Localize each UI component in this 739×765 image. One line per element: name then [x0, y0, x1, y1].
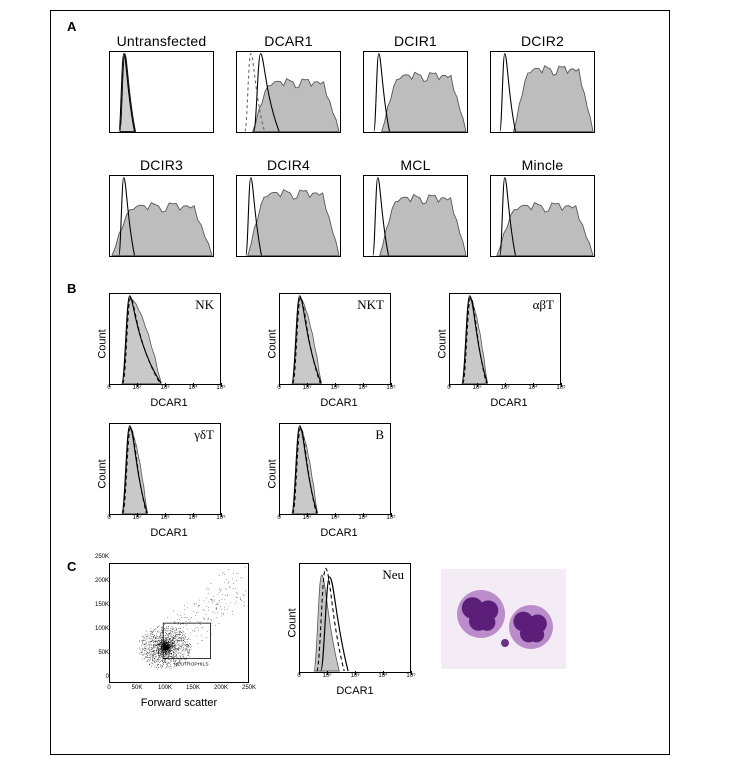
- panel-a-plot-box: [109, 51, 214, 133]
- panel-b-plot: CountNKT010²10³10⁴10⁵DCAR1: [259, 293, 399, 409]
- panel-b-plot: CountB010²10³10⁴10⁵DCAR1: [259, 423, 399, 539]
- panel-a-plot-title: DCIR1: [363, 33, 468, 49]
- panel-a-plot: DCIR2: [490, 33, 595, 133]
- panel-b-plot-box: B: [279, 423, 391, 515]
- panel-a-row-1: Untransfected DCAR1 DCIR1 DCIR2: [109, 33, 651, 133]
- panel-b-x-label: DCAR1: [279, 527, 399, 539]
- panel-b-label: B: [67, 281, 76, 296]
- panel-b-x-label: DCAR1: [109, 527, 229, 539]
- panel-a-label: A: [67, 19, 76, 34]
- panel-a-plot-title: Mincle: [490, 157, 595, 173]
- panel-c: C Side scatter NEUTROPHILS 050K100K150K2…: [69, 563, 651, 709]
- scatter-plot-wrap: Side scatter NEUTROPHILS 050K100K150K200…: [89, 563, 249, 709]
- panel-b-plot: CountγδT010²10³10⁴10⁵DCAR1: [89, 423, 229, 539]
- panel-a-plot-title: DCAR1: [236, 33, 341, 49]
- panel-a-plot-title: DCIR3: [109, 157, 214, 173]
- panel-b-x-ticks: 010²10³10⁴10⁵: [449, 385, 561, 397]
- panel-a-plot: DCIR4: [236, 157, 341, 257]
- panel-a: A UntransfectedDCAR1DCIR1DCIR2 DCIR3DCIR…: [69, 21, 651, 257]
- panel-b-y-label: Count: [97, 329, 109, 358]
- panel-b-y-label: Count: [267, 459, 279, 488]
- panel-a-plot-box: [363, 51, 468, 133]
- micrograph-image: [441, 569, 566, 669]
- panel-b-x-label: DCAR1: [449, 397, 569, 409]
- hist-c-celltype: Neu: [382, 567, 404, 583]
- figure-container: A UntransfectedDCAR1DCIR1DCIR2 DCIR3DCIR…: [50, 10, 670, 755]
- panel-a-plot-box: [236, 51, 341, 133]
- panel-a-plot-title: Untransfected: [109, 33, 214, 49]
- panel-a-plot: DCIR1: [363, 33, 468, 133]
- panel-a-plot-box: [363, 175, 468, 257]
- panel-b-x-ticks: 010²10³10⁴10⁵: [279, 515, 391, 527]
- scatter-x-ticks: 050K100K150K200K250K: [109, 683, 249, 697]
- panel-a-plot: DCIR3: [109, 157, 214, 257]
- panel-b-y-label: Count: [437, 329, 449, 358]
- panel-b-plot: CountNK010²10³10⁴10⁵DCAR1: [89, 293, 229, 409]
- panel-a-row-2: DCIR3 DCIR4 MCL Mincle: [109, 157, 651, 257]
- panel-c-label: C: [67, 559, 76, 574]
- panel-a-plot: Untransfected: [109, 33, 214, 133]
- panel-a-plot-box: [490, 175, 595, 257]
- panel-a-plot-title: DCIR4: [236, 157, 341, 173]
- svg-text:NEUTROPHILS: NEUTROPHILS: [174, 662, 210, 668]
- hist-c-x-label: DCAR1: [299, 685, 411, 697]
- panel-a-plot: MCL: [363, 157, 468, 257]
- scatter-plot: NEUTROPHILS: [109, 563, 249, 683]
- panel-b-y-label: Count: [267, 329, 279, 358]
- hist-c-y-label: Count: [287, 608, 299, 637]
- panel-b-x-label: DCAR1: [109, 397, 229, 409]
- panel-a-plot-title: DCIR2: [490, 33, 595, 49]
- panel-b-plot-box: NKT: [279, 293, 391, 385]
- panel-a-plot-box: [109, 175, 214, 257]
- panel-b-x-label: DCAR1: [279, 397, 399, 409]
- panel-b-y-label: Count: [97, 459, 109, 488]
- scatter-y-ticks: 050K100K150K200K250K: [99, 563, 109, 683]
- panel-b-plot-box: NK: [109, 293, 221, 385]
- panel-a-plot-box: [236, 175, 341, 257]
- panel-b: B CountNK010²10³10⁴10⁵DCAR1CountNKT010²1…: [69, 285, 651, 539]
- panel-c-histogram-wrap: Count Neu 010²10³10⁴10⁵ DCAR1: [279, 563, 411, 697]
- panel-b-x-ticks: 010²10³10⁴10⁵: [109, 515, 221, 527]
- panel-b-plot: CountαβT010²10³10⁴10⁵DCAR1: [429, 293, 569, 409]
- panel-b-row-2: CountγδT010²10³10⁴10⁵DCAR1CountB010²10³1…: [89, 423, 651, 539]
- panel-c-histogram: Neu: [299, 563, 411, 673]
- panel-a-plot: Mincle: [490, 157, 595, 257]
- panel-a-plot-title: MCL: [363, 157, 468, 173]
- scatter-x-axis-label: Forward scatter: [109, 697, 249, 709]
- panel-a-plot: DCAR1: [236, 33, 341, 133]
- panel-a-plot-box: [490, 51, 595, 133]
- panel-b-row-1: CountNK010²10³10⁴10⁵DCAR1CountNKT010²10³…: [89, 293, 651, 409]
- panel-b-x-ticks: 010²10³10⁴10⁵: [279, 385, 391, 397]
- hist-c-x-ticks: 010²10³10⁴10⁵: [299, 673, 411, 685]
- panel-b-plot-box: γδT: [109, 423, 221, 515]
- panel-b-plot-box: αβT: [449, 293, 561, 385]
- panel-b-x-ticks: 010²10³10⁴10⁵: [109, 385, 221, 397]
